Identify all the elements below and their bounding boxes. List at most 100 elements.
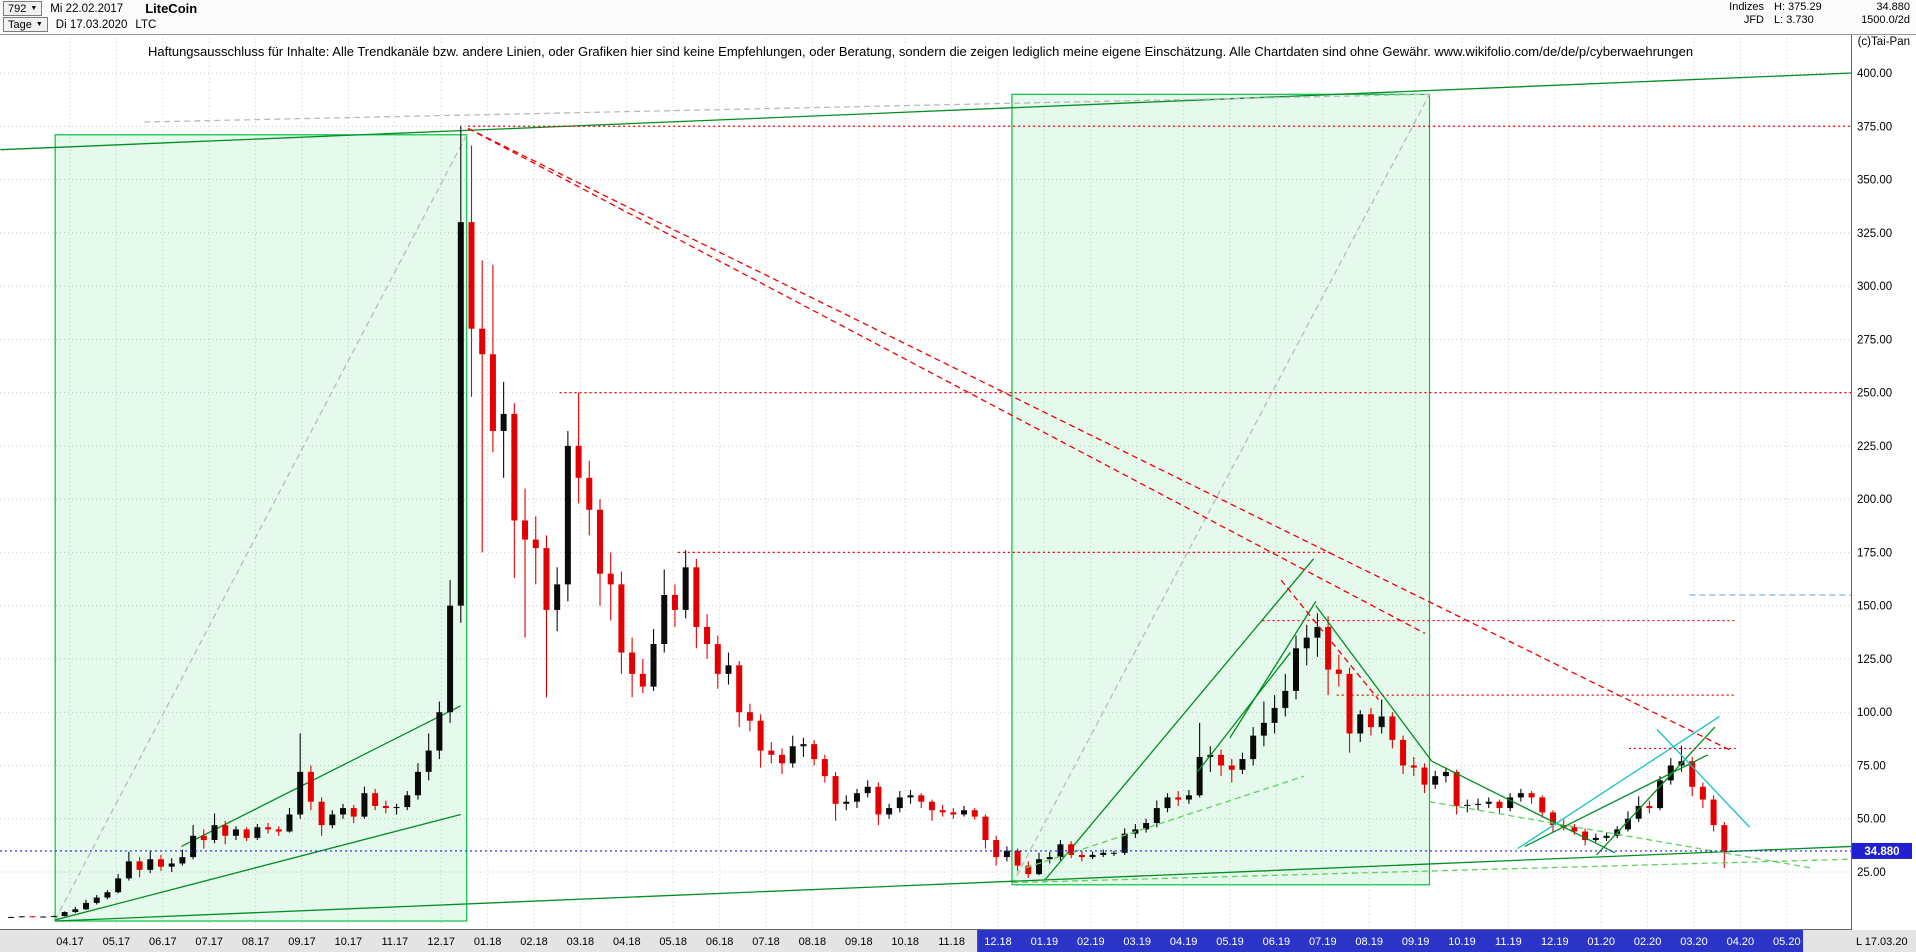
candle-body [489,354,496,431]
x-axis-tick-label: 10.17 [335,936,363,948]
candle-body [982,816,989,841]
candle-body [1164,797,1171,809]
candle-body [1282,690,1289,708]
trendline-green [181,705,461,848]
candle-body [564,445,571,585]
x-axis-tick-label: 03.18 [567,936,595,948]
x-axis-tick-label: 12.19 [1541,936,1569,948]
x-axis-tick-label: 05.19 [1216,936,1244,948]
candle-body [1646,805,1653,809]
candle-body [1475,803,1482,805]
last-date-label: L 17.03.20 [1856,936,1908,948]
candle-body [1196,756,1203,796]
candle-body [232,829,239,836]
y-axis-tick-label: 175.00 [1857,547,1892,559]
chevron-down-icon: ▼ [30,5,38,12]
period-dropdown[interactable]: Tage ▼ [3,17,48,32]
candle-body [1539,797,1546,813]
trendline-ltgreen [1025,775,1305,869]
candle-body [29,916,36,918]
trendline-cyan [1656,728,1751,828]
candle-body [329,814,336,826]
candle-body [1400,739,1407,766]
y-axis-tick-label: 50.00 [1857,814,1886,826]
candle-body [939,810,946,813]
candle-body [1657,780,1664,809]
x-axis-tick-label: 10.18 [891,936,919,948]
candle-body [307,771,314,802]
x-axis-tick-label: 06.17 [149,936,177,948]
candle-body [971,810,978,817]
candle-body [907,795,914,798]
candle-body [779,754,786,764]
x-axis-tick-label: 09.17 [288,936,316,948]
candle-body [61,912,68,917]
candle-body [607,573,614,585]
x-axis-tick-label: 02.18 [520,936,548,948]
candles [8,125,1728,918]
x-axis-tick-label: 07.18 [752,936,780,948]
indices-label: Indizes [1729,1,1764,13]
candle-body [811,744,818,760]
y-axis-tick-label: 125.00 [1857,654,1892,666]
x-axis-highlight[interactable] [977,930,1804,952]
candle-body [350,808,357,817]
candle-body [136,861,143,870]
y-axis-tick-label: 375.00 [1857,121,1892,133]
candle-body [457,222,464,606]
trendline-green [54,813,461,921]
candle-body [586,477,593,510]
candle-body [629,652,636,674]
x-axis-tick-label: 11.18 [938,936,965,948]
candle-body [1378,716,1385,728]
chart-toolbar: 792 ▼ Mi 22.02.2017 LiteCoin Tage ▼ Di 1… [0,0,1916,35]
x-axis-tick-label: 01.18 [474,936,502,948]
candle-body [1250,735,1257,760]
candle-body [1421,767,1428,785]
x-axis-tick-label: 05.17 [103,936,131,948]
x-axis-tick-label: 08.17 [242,936,270,948]
x-axis-tick-label: 06.18 [706,936,734,948]
candle-body [83,902,90,910]
trendline-red [467,127,1732,752]
candle-body [864,786,871,794]
chart-number-dropdown[interactable]: 792 ▼ [3,1,43,16]
candle-body [361,793,368,817]
y-axis-tick-label: 350.00 [1857,175,1892,187]
y-axis-tick-label: 225.00 [1857,441,1892,453]
candle-body [543,548,550,610]
candle-body [286,814,293,832]
x-axis-tick-label: 03.19 [1123,936,1151,948]
candle-body [1025,865,1032,875]
candle-body [511,413,518,521]
candle-body [1346,673,1353,734]
candle-body [275,829,282,832]
range-label: 1500.0/2d [1861,14,1910,26]
candle-body [125,861,132,879]
y-axis-tick-label: 250.00 [1857,388,1892,400]
feed-label: JFD [1743,14,1764,26]
candle-body [72,909,79,913]
candle-body [1014,850,1021,866]
candle-body [104,892,111,898]
candle-body [1078,854,1085,858]
candle-body [789,746,796,764]
trendline-gray [144,93,1430,123]
trendline-green [1043,558,1315,881]
candle-body [682,567,689,610]
y-axis-tick-label: 100.00 [1857,707,1892,719]
candle-body [1036,859,1043,875]
candle-body [832,776,839,804]
start-date-label: Mi 22.02.2017 [50,2,124,15]
candle-body [661,595,668,645]
candle-body [8,916,15,918]
x-axis-tick-label: 02.19 [1077,936,1105,948]
x-axis-tick-label: 09.19 [1402,936,1430,948]
candle-body [425,750,432,772]
candle-body [1710,799,1717,826]
x-axis-tick-label: 02.20 [1634,936,1662,948]
candle-body [843,801,850,804]
end-date-label: Di 17.03.2020 [55,18,128,31]
candle-body [1485,801,1492,804]
